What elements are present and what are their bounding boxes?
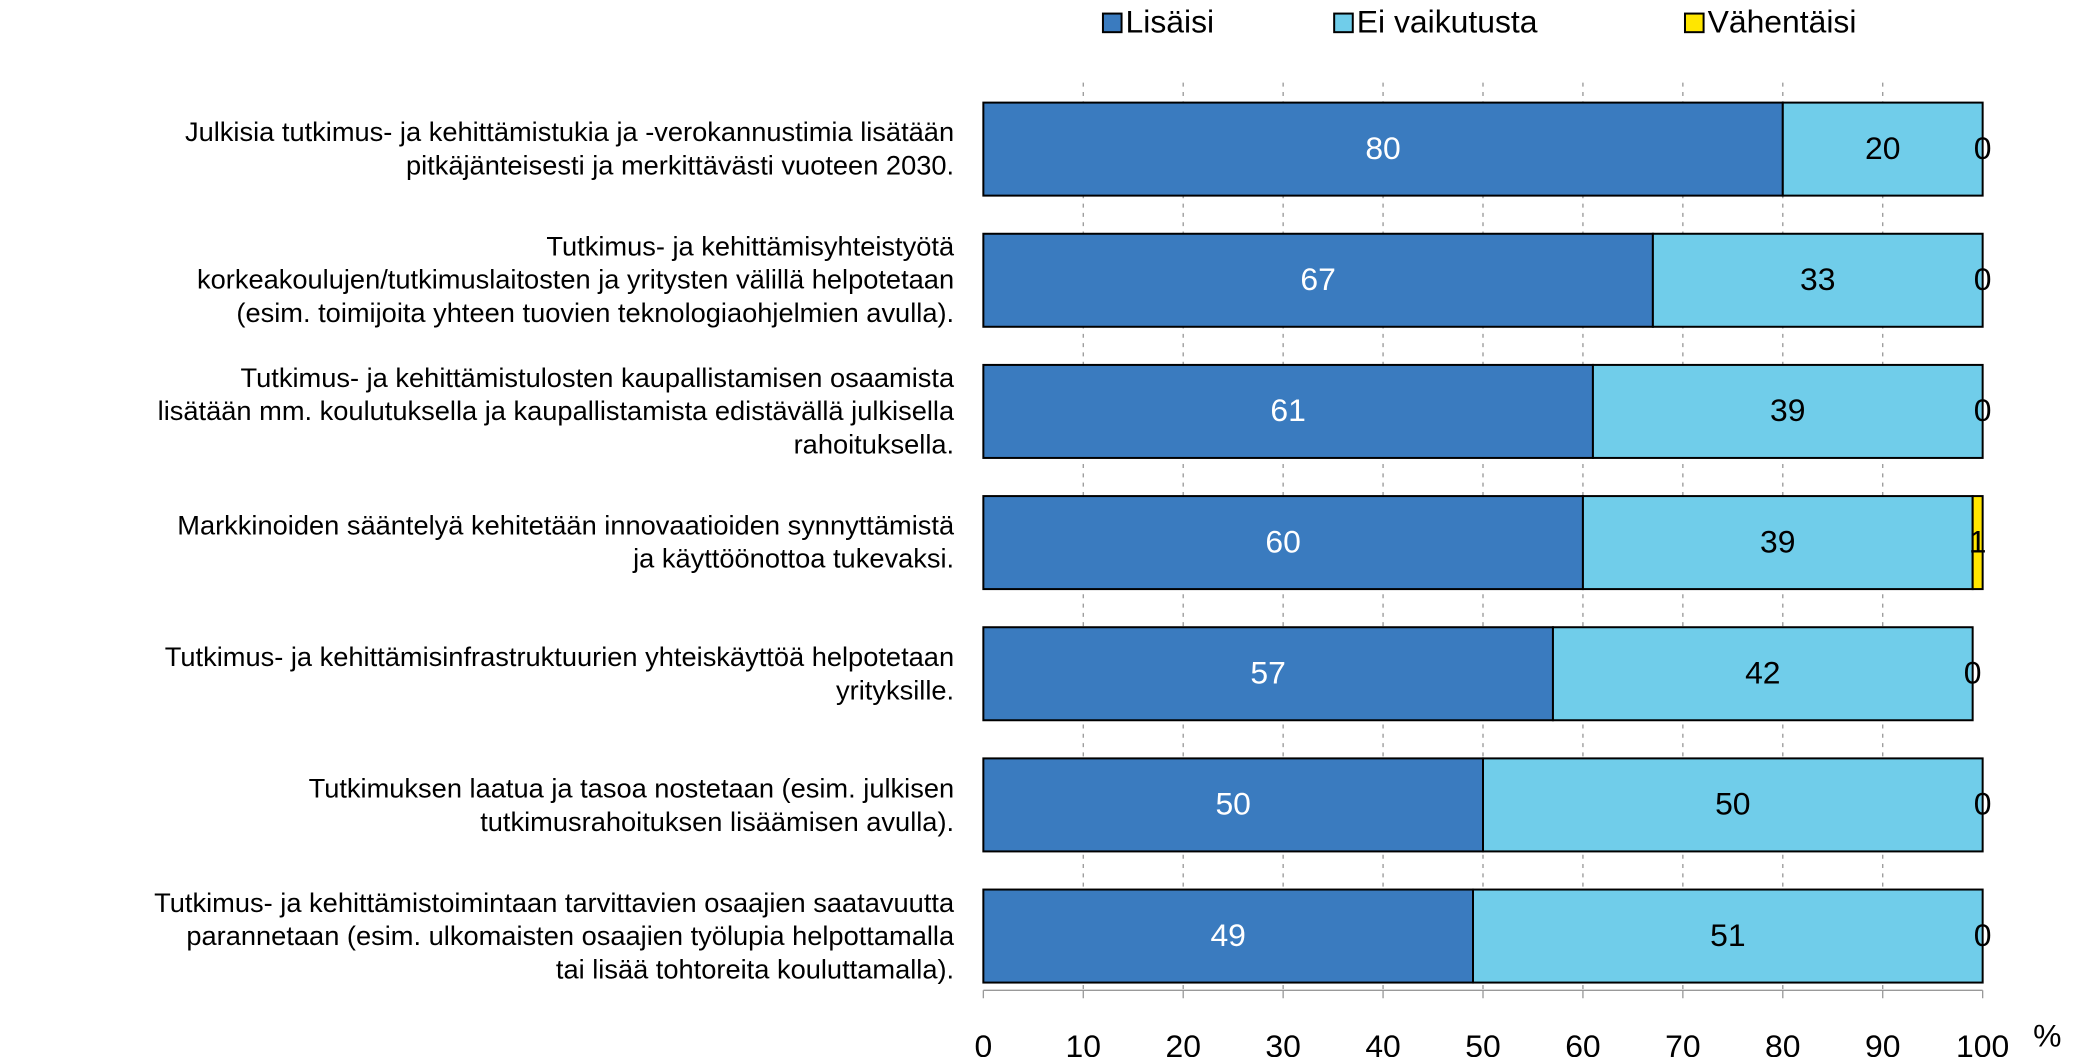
bar-segment — [982, 495, 1584, 591]
value-label: 0 — [1964, 654, 1982, 690]
value-label: 51 — [1710, 917, 1745, 953]
bar-segment — [1651, 232, 1984, 328]
x-tick-label: 40 — [1365, 1028, 1400, 1057]
category-label-box: Tutkimus- ja kehittämisyhteistyötä korke… — [196, 231, 955, 329]
category-label-box: Julkisia tutkimus- ja kehittämistukia ja… — [184, 117, 955, 182]
value-label: 42 — [1745, 654, 1780, 690]
category-label: Tutkimus- ja kehittämistoimintaan tarvit… — [154, 887, 955, 985]
category-label-box: Tutkimuksen laatua ja tasoa nostetaan (e… — [308, 773, 955, 837]
legend-label: Vähentäisi — [1708, 4, 1857, 40]
value-label: 0 — [1974, 261, 1992, 297]
value-label: 0 — [1974, 917, 1992, 953]
x-tick-label: 30 — [1265, 1028, 1300, 1057]
value-label: 61 — [1270, 392, 1305, 428]
bar-segment — [982, 757, 1484, 853]
x-tick-label: 100 — [1956, 1028, 2009, 1057]
value-label: 0 — [1974, 392, 1992, 428]
legend-swatch — [1683, 12, 1705, 34]
value-label: 50 — [1215, 786, 1250, 822]
value-label: 1 — [1969, 523, 1987, 559]
value-label: 0 — [1974, 130, 1992, 166]
x-tick-label: 50 — [1465, 1028, 1500, 1057]
category-label-box: Markkinoiden sääntelyä kehitetään innova… — [177, 510, 955, 575]
category-label: Markkinoiden sääntelyä kehitetään innova… — [177, 510, 955, 575]
value-label: 0 — [1974, 786, 1992, 822]
value-label: 20 — [1865, 130, 1900, 166]
bar-segment — [1581, 495, 1974, 591]
category-label-box: Tutkimus- ja kehittämistoimintaan tarvit… — [154, 887, 955, 985]
bar-segment — [1971, 495, 1984, 591]
legend-label: Ei vaikutusta — [1357, 4, 1538, 40]
bar-segment — [982, 101, 1784, 197]
legend-swatch — [1333, 12, 1354, 34]
value-label: 39 — [1760, 523, 1795, 559]
x-tick-label: 10 — [1066, 1028, 1101, 1057]
bar-segment — [1551, 626, 1974, 722]
value-label: 57 — [1250, 654, 1285, 690]
bar-segment — [1482, 757, 1984, 853]
bar-segment — [982, 888, 1475, 984]
value-label: 50 — [1715, 786, 1750, 822]
bar-segment — [982, 626, 1554, 722]
x-unit: % — [2033, 1018, 2061, 1054]
bar-segment — [982, 232, 1654, 328]
x-tick-label: 20 — [1165, 1028, 1200, 1057]
category-label-box: Tutkimus- ja kehittämistulosten kaupalli… — [157, 362, 955, 460]
value-label: 33 — [1800, 261, 1835, 297]
category-label: Tutkimus- ja kehittämisyhteistyötä korke… — [196, 231, 955, 329]
value-label: 39 — [1770, 392, 1805, 428]
bar-segment — [1591, 363, 1984, 459]
x-tick-label: 80 — [1765, 1028, 1800, 1057]
category-label: Tutkimus- ja kehittämisinfrastruktuurien… — [164, 641, 955, 706]
category-label: Tutkimus- ja kehittämistulosten kaupalli… — [157, 362, 955, 460]
value-label: 80 — [1365, 130, 1400, 166]
x-tick-label: 60 — [1565, 1028, 1600, 1057]
x-tick-label: 70 — [1665, 1028, 1700, 1057]
x-tick-label: 0 — [974, 1028, 992, 1057]
legend-swatch — [1101, 12, 1123, 34]
value-label: 49 — [1210, 917, 1245, 953]
legend-label: Lisäisi — [1126, 4, 1215, 40]
bar-segment — [1472, 888, 1984, 984]
category-label: Julkisia tutkimus- ja kehittämistukia ja… — [184, 117, 955, 182]
category-label-box: Tutkimus- ja kehittämisinfrastruktuurien… — [164, 641, 955, 706]
bar-segment — [1781, 101, 1984, 197]
value-label: 60 — [1265, 523, 1300, 559]
x-tick-label: 90 — [1865, 1028, 1900, 1057]
value-label: 67 — [1300, 261, 1335, 297]
category-label: Tutkimuksen laatua ja tasoa nostetaan (e… — [308, 773, 955, 837]
